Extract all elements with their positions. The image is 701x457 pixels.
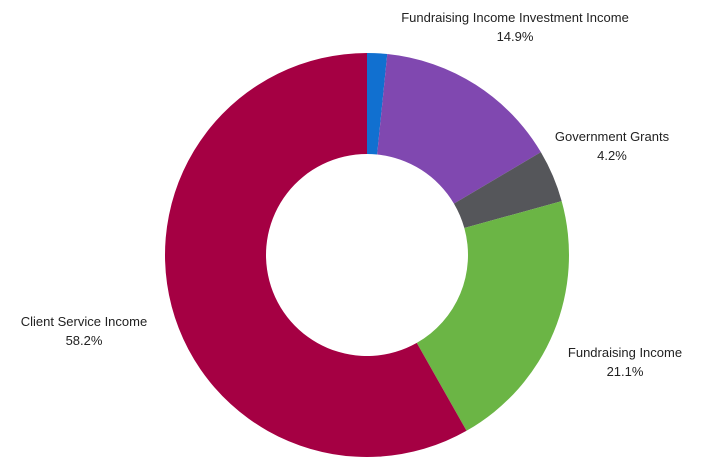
slice-investment-income bbox=[367, 53, 388, 155]
label-client-service-income: Client Service Income 58.2% bbox=[4, 312, 164, 350]
label-government-grants-value: 4.2% bbox=[597, 148, 627, 163]
label-client-service-income-value: 58.2% bbox=[65, 333, 103, 348]
label-fundraising-income: Fundraising Income 21.1% bbox=[552, 343, 698, 381]
label-client-service-income-name: Client Service Income bbox=[20, 314, 148, 329]
slice-client-service-income bbox=[165, 53, 467, 457]
slice-fundraising-income-investment-income bbox=[377, 54, 541, 204]
slice-fundraising-income bbox=[416, 201, 569, 431]
label-fundraising-income-value: 21.1% bbox=[606, 364, 644, 379]
label-government-grants: Government Grants 4.2% bbox=[552, 127, 672, 165]
label-fundraising-investment-income-name: Fundraising Income Investment Income bbox=[401, 10, 629, 25]
label-fundraising-investment-income: Fundraising Income Investment Income 14.… bbox=[370, 8, 660, 46]
label-government-grants-name: Government Grants bbox=[554, 129, 670, 144]
slice-government-grants bbox=[453, 152, 562, 229]
label-fundraising-investment-income-value: 14.9% bbox=[496, 29, 534, 44]
label-fundraising-income-name: Fundraising Income bbox=[567, 345, 683, 360]
